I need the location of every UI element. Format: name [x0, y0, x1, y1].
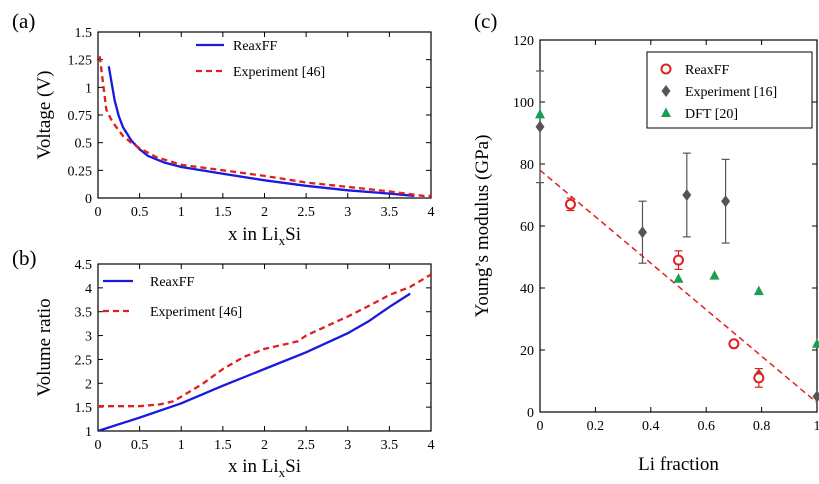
legend-label: ReaxFF: [150, 275, 195, 290]
data-point: [637, 226, 647, 239]
x-tick-label: 1: [178, 438, 185, 453]
y-tick-label: 0.25: [68, 164, 93, 179]
x-axis-label: x in LixSi: [228, 456, 301, 480]
series-line-reaxff: [107, 66, 415, 197]
series-line-reaxff: [98, 292, 411, 431]
data-point: [753, 285, 764, 296]
data-point: [682, 189, 692, 201]
data-point: [812, 390, 819, 403]
y-axis-label: Volume ratio: [34, 298, 55, 396]
legend-label: ReaxFF: [233, 39, 278, 54]
plot-frame: [97, 263, 432, 432]
y-tick-label: 1.5: [75, 401, 93, 416]
y-tick-label: 0: [527, 406, 534, 421]
x-tick-label: 0: [95, 438, 102, 453]
x-tick-label: 3.5: [381, 438, 399, 453]
x-tick-label: 2.5: [297, 205, 315, 220]
x-tick-label: 2: [261, 438, 268, 453]
legend-label: Experiment [46]: [150, 305, 242, 320]
legend-label: Experiment [46]: [233, 65, 325, 80]
y-tick-label: 4: [85, 282, 92, 297]
y-tick-label: 0.75: [68, 109, 93, 124]
y-axis-label: Voltage (V): [34, 71, 55, 160]
series-line-experiment: [98, 56, 431, 197]
panel-label: (b): [12, 246, 37, 270]
legend-label: ReaxFF: [685, 63, 730, 78]
legend-marker: [661, 85, 671, 97]
trend-line: [539, 169, 818, 404]
x-tick-label: 0.6: [697, 419, 715, 434]
panel-label: (c): [474, 9, 497, 33]
y-tick-label: 20: [520, 344, 534, 359]
x-tick-label: 0: [537, 419, 544, 434]
x-tick-label: 1.5: [214, 205, 232, 220]
chart-panel-b: (b) 0 0.5 1 1.5 2 2.5 3 3.5 4 1 1.5 2 2.5 3 3.5 4 4.5 Volu…: [12, 246, 435, 480]
data-point: [753, 372, 765, 384]
y-tick-label: 4.5: [75, 258, 93, 273]
data-point: [564, 198, 576, 210]
y-tick-label: 60: [520, 220, 534, 235]
chart-panel-c: (c) 0 0.2 0.4 0.6 0.8 1 0 20 40 60 80 100 120 Young’s …: [472, 9, 819, 475]
data-point: [721, 195, 731, 208]
x-tick-label: 4: [428, 438, 435, 453]
data-point: [709, 270, 720, 280]
y-tick-label: 100: [513, 96, 534, 111]
data-point: [535, 120, 545, 133]
data-point: [673, 273, 684, 283]
x-tick-label: 3.5: [381, 205, 399, 220]
y-tick-label: 0.5: [75, 137, 93, 152]
panel-label: (a): [12, 9, 35, 33]
legend-marker: [660, 63, 672, 75]
x-tick-label: 4: [428, 205, 435, 220]
y-tick-label: 1.25: [68, 54, 93, 69]
y-tick-label: 2: [85, 377, 92, 392]
y-tick-label: 1: [85, 81, 92, 96]
legend-marker: [661, 107, 671, 117]
x-tick-label: 0: [95, 205, 102, 220]
y-tick-label: 3.5: [75, 306, 93, 321]
data-point: [728, 338, 740, 350]
series-line-experiment: [98, 273, 431, 408]
y-tick-label: 80: [520, 158, 534, 173]
x-tick-label: 1.5: [214, 438, 232, 453]
x-tick-label: 0.5: [131, 205, 149, 220]
y-tick-label: 1: [85, 425, 92, 440]
chart-panel-a: (a) 0 0.5 1 1.5 2 2.5 3 3.5 4 0 0.25 0.5 0.75 1 1.25 1.5…: [12, 9, 435, 248]
x-tick-label: 3: [344, 205, 351, 220]
plot-frame: [97, 31, 432, 199]
y-tick-label: 1.5: [75, 26, 93, 41]
y-tick-label: 40: [520, 282, 534, 297]
x-tick-label: 0.4: [642, 419, 660, 434]
x-tick-label: 0.2: [587, 419, 605, 434]
data-point: [535, 108, 545, 119]
legend-box: [646, 51, 813, 129]
y-tick-label: 3: [85, 330, 92, 345]
x-tick-label: 0.8: [753, 419, 771, 434]
data-point: [673, 254, 684, 266]
x-tick-label: 1: [814, 419, 819, 434]
x-tick-label: 2: [261, 205, 268, 220]
data-point: [812, 338, 819, 348]
y-tick-label: 2.5: [75, 353, 93, 368]
y-axis-label: Young’s modulus (GPa): [472, 135, 493, 318]
x-axis-label: x in LixSi: [228, 224, 301, 248]
y-tick-label: 120: [513, 34, 534, 49]
x-tick-label: 0.5: [131, 438, 149, 453]
x-axis-label: Li fraction: [638, 454, 719, 475]
x-tick-label: 1: [178, 205, 185, 220]
y-tick-label: 0: [85, 192, 92, 207]
legend-label: DFT [20]: [685, 107, 738, 122]
x-tick-label: 3: [344, 438, 351, 453]
legend-label: Experiment [16]: [685, 85, 777, 100]
x-tick-label: 2.5: [297, 438, 315, 453]
